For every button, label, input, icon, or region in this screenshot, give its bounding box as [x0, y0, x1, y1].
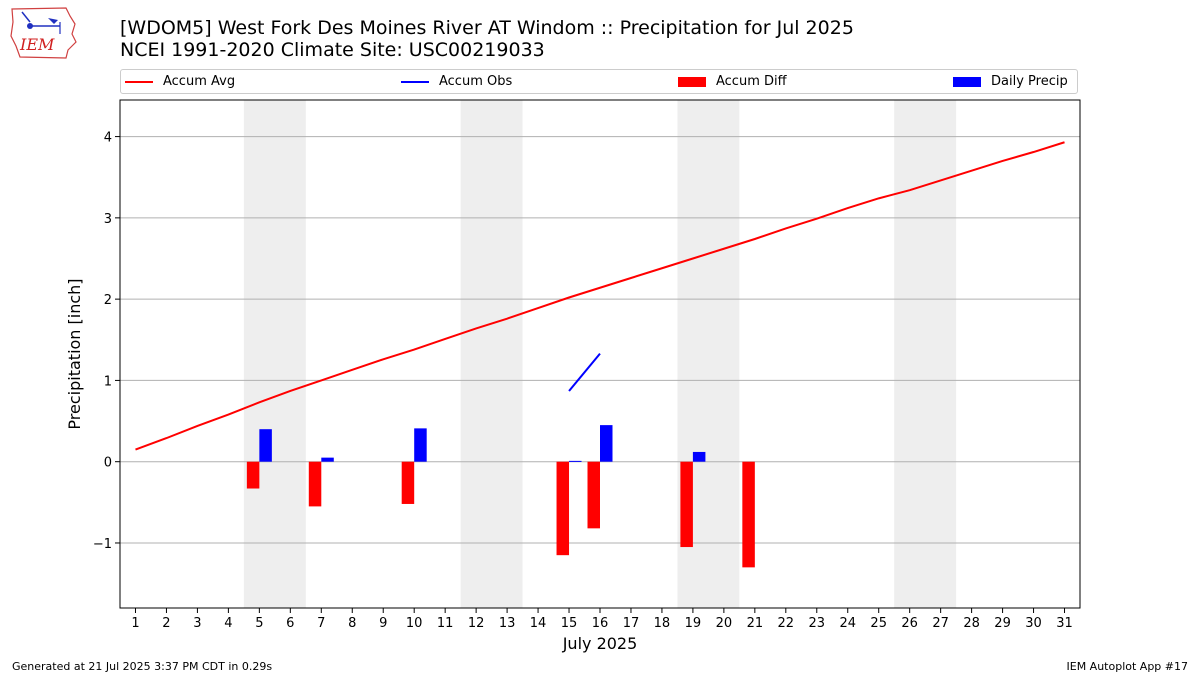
x-tick-label: 22 — [778, 616, 795, 631]
daily-precip-bar-day-16 — [600, 425, 613, 462]
accum-diff-bar-day-19 — [680, 461, 693, 548]
x-tick-label: 16 — [592, 616, 609, 631]
x-axis-label: July 2025 — [562, 634, 638, 653]
daily-precip-bar-day-19 — [692, 451, 706, 462]
accum-avg-line — [135, 141, 1065, 451]
footer-app-text: IEM Autoplot App #17 — [1066, 660, 1189, 673]
x-tick-label: 20 — [716, 616, 733, 631]
y-tick-label: 0 — [104, 456, 112, 471]
legend-label-accum-diff: Accum Diff — [716, 74, 787, 89]
legend-label-daily-precip: Daily Precip — [991, 74, 1068, 89]
x-tick-label: 23 — [809, 616, 826, 631]
accum-diff-bar-day-21 — [742, 461, 755, 568]
x-tick-label: 31 — [1056, 616, 1073, 631]
daily-precip-bar-day-15 — [569, 460, 582, 462]
legend-item-accum-diff: Accum Diff — [678, 70, 787, 93]
x-tick-label: 21 — [747, 616, 764, 631]
x-tick-label: 5 — [255, 616, 263, 631]
x-tick-label: 30 — [1025, 616, 1042, 631]
legend-swatch-accum-diff — [678, 76, 706, 87]
x-tick-label: 18 — [654, 616, 671, 631]
weekend-shade-1 — [243, 100, 306, 608]
iem-logo-graphic: IEM — [10, 7, 77, 59]
y-tick-label: 4 — [104, 131, 112, 146]
x-tick-label: 15 — [561, 616, 578, 631]
accum-diff-bar-day-7 — [308, 461, 322, 507]
x-tick-label: 4 — [224, 616, 232, 631]
accum-diff-bar-day-15 — [556, 461, 570, 556]
x-tick-label: 6 — [286, 616, 294, 631]
x-tick-label: 24 — [839, 616, 856, 631]
y-tick-label: 3 — [104, 212, 112, 227]
legend-item-daily-precip: Daily Precip — [953, 70, 1068, 93]
y-tick-label: 2 — [104, 293, 112, 308]
x-tick-label: 3 — [193, 616, 201, 631]
x-tick-label: 29 — [994, 616, 1011, 631]
accum-diff-bar-day-16 — [587, 461, 600, 529]
x-tick-label: 13 — [499, 616, 516, 631]
x-tick-label: 19 — [685, 616, 702, 631]
y-tick-label: 1 — [104, 374, 112, 389]
x-tick-label: 28 — [963, 616, 980, 631]
x-tick-label: 7 — [317, 616, 325, 631]
accum-obs-line — [568, 352, 601, 392]
x-tick-label: 2 — [162, 616, 170, 631]
x-tick-label: 10 — [406, 616, 423, 631]
legend-swatch-accum-obs — [401, 80, 429, 83]
legend-label-accum-obs: Accum Obs — [439, 74, 513, 89]
legend: Accum Avg Accum Obs Accum Diff Daily Pre… — [120, 69, 1078, 94]
x-tick-label: 25 — [870, 616, 887, 631]
legend-swatch-accum-avg — [125, 80, 153, 83]
chart-subtitle: NCEI 1991-2020 Climate Site: USC00219033 — [120, 39, 545, 61]
x-tick-label: 11 — [437, 616, 454, 631]
y-axis-label: Precipitation [inch] — [65, 278, 84, 429]
x-tick-label: 26 — [901, 616, 918, 631]
x-tick-label: 14 — [530, 616, 547, 631]
legend-item-accum-obs: Accum Obs — [401, 70, 512, 93]
legend-item-accum-avg: Accum Avg — [125, 70, 235, 93]
accum-diff-bar-day-10 — [401, 461, 415, 504]
logo-text: IEM — [19, 35, 55, 54]
weekend-shade-2 — [460, 100, 523, 608]
accum-diff-bar-day-5 — [246, 461, 260, 489]
daily-precip-bar-day-10 — [414, 428, 427, 462]
y-tick-label: −1 — [93, 537, 112, 552]
x-tick-label: 12 — [468, 616, 485, 631]
footer-generated-text: Generated at 21 Jul 2025 3:37 PM CDT in … — [12, 660, 273, 673]
x-tick-label: 9 — [379, 616, 387, 631]
chart-title: [WDOM5] West Fork Des Moines River AT Wi… — [120, 17, 854, 39]
x-tick-label: 17 — [623, 616, 640, 631]
legend-swatch-daily-precip — [953, 76, 981, 87]
iem-logo: IEM — [8, 6, 80, 60]
x-tick-label: 8 — [348, 616, 356, 631]
weekend-shade-4 — [894, 100, 957, 608]
x-tick-label: 27 — [932, 616, 949, 631]
legend-label-accum-avg: Accum Avg — [163, 74, 236, 89]
daily-precip-bar-day-7 — [321, 457, 334, 462]
x-tick-label: 1 — [131, 616, 139, 631]
daily-precip-bar-day-5 — [259, 429, 272, 462]
